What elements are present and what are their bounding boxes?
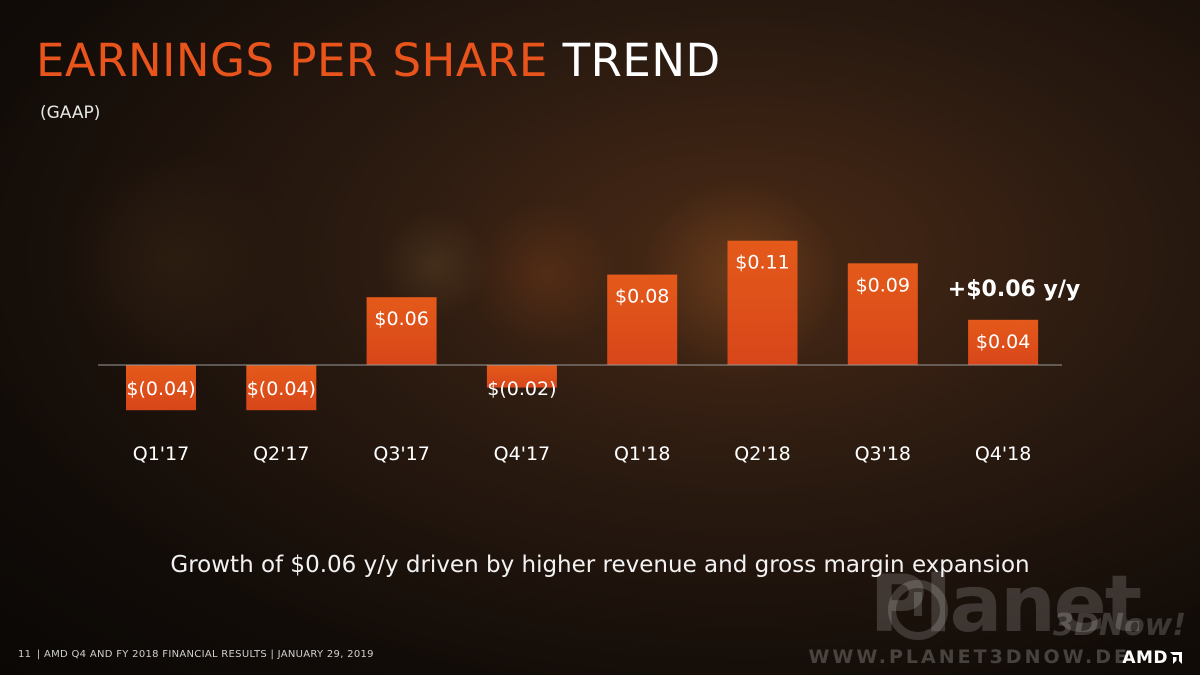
category-tick-label: Q2'17 [253, 443, 309, 465]
category-tick-label: Q4'17 [494, 443, 550, 465]
category-tick-label: Q4'18 [975, 443, 1031, 465]
bar-Q4'18 [968, 319, 1039, 365]
planet3dnow-logo-icon [888, 580, 948, 640]
slide-caption: Growth of $0.06 y/y driven by higher rev… [170, 552, 1030, 578]
amd-arrow-icon [1170, 652, 1182, 664]
title-rest: TREND [562, 34, 721, 87]
bar-value-label: $(0.04) [247, 378, 316, 400]
category-tick-label: Q3'17 [373, 443, 429, 465]
category-tick-label: Q3'18 [855, 443, 911, 465]
watermark-brand: Planet [869, 560, 1142, 650]
bar-Q2'17 [246, 365, 317, 411]
bar-value-label: $0.04 [976, 331, 1030, 353]
category-tick-label: Q1'17 [133, 443, 189, 465]
page-number: 11 [18, 649, 32, 660]
amd-logo: AMD [1122, 648, 1182, 668]
amd-logo-text: AMD [1122, 648, 1168, 668]
category-tick-label: Q1'18 [614, 443, 670, 465]
bar-value-label: $(0.04) [126, 378, 195, 400]
watermark-sub: 3DNow! [1053, 608, 1186, 643]
footer-text: | AMD Q4 AND FY 2018 FINANCIAL RESULTS |… [36, 649, 374, 660]
bar-Q2'18 [727, 240, 798, 365]
slide-title: EARNINGS PER SHARE TREND [36, 38, 721, 83]
slide-footer: 11 | AMD Q4 AND FY 2018 FINANCIAL RESULT… [18, 649, 376, 660]
bar-value-label: $0.11 [735, 252, 789, 274]
bar-Q4'17 [486, 365, 557, 388]
bar-value-label: $0.09 [856, 274, 910, 296]
slide-subtitle: (GAAP) [40, 103, 101, 123]
bar-Q3'18 [847, 263, 918, 365]
title-accent: EARNINGS PER SHARE [36, 34, 548, 87]
bar-value-label: $0.08 [615, 286, 669, 308]
bar-value-label: $0.06 [374, 308, 428, 330]
yoy-annotation: +$0.06 y/y [948, 277, 1080, 302]
bar-Q1'17 [126, 365, 196, 411]
bar-Q3'17 [366, 297, 437, 365]
watermark-url: WWW.PLANET3DNOW.DE [808, 646, 1130, 668]
bar-value-label: $(0.02) [487, 378, 556, 400]
bar-Q1'18 [607, 274, 678, 365]
category-tick-label: Q2'18 [734, 443, 790, 465]
